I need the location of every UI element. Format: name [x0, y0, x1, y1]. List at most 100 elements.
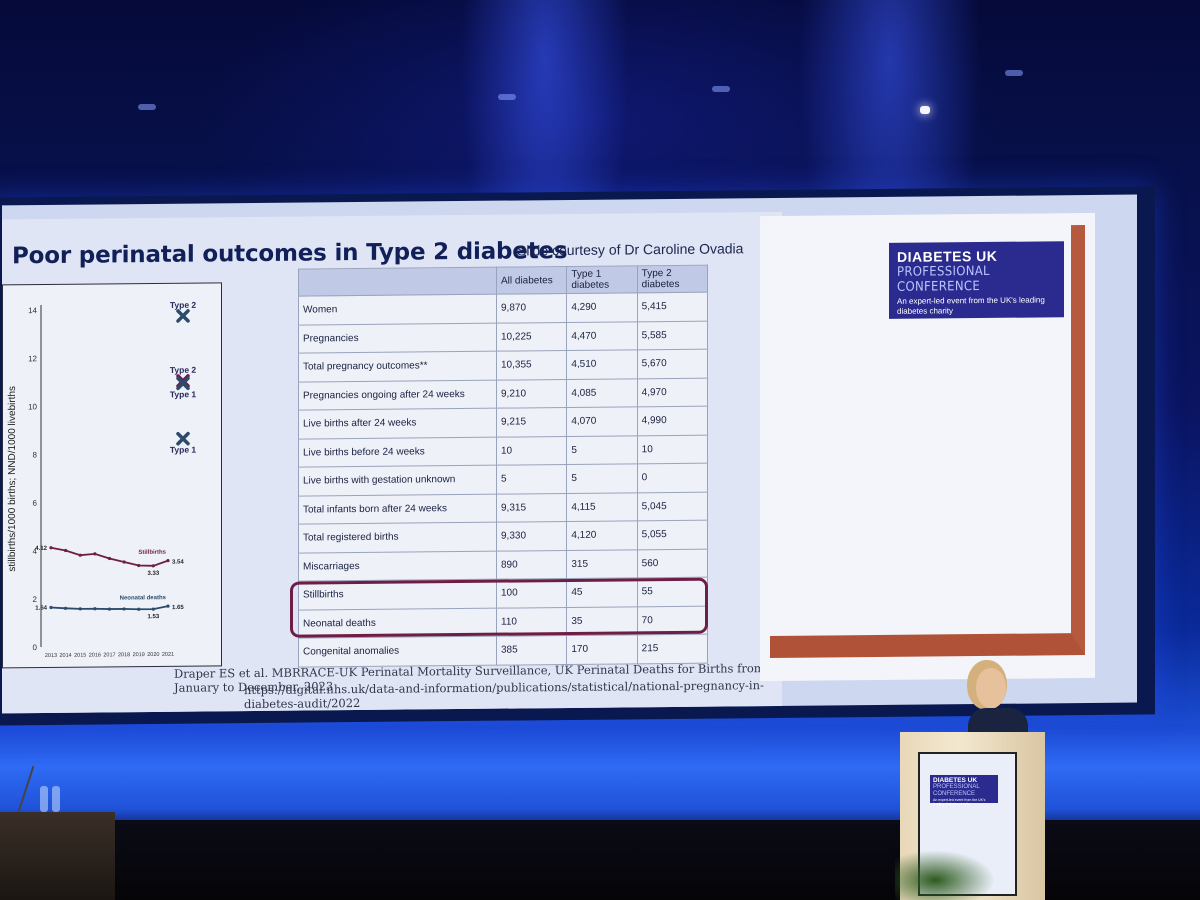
row-label: Live births after 24 weeks — [298, 408, 497, 439]
table-header: Type 2 diabetes — [637, 265, 708, 293]
table-cell: 10 — [637, 434, 708, 464]
y-tick-label: 0 — [33, 643, 38, 652]
table-cell: 9,210 — [496, 379, 567, 409]
table-cell: 4,470 — [566, 321, 638, 351]
series-point — [78, 553, 82, 557]
panel-table — [0, 812, 115, 900]
table-cell: 890 — [496, 550, 567, 580]
x-tick-label: 2016 — [89, 652, 101, 658]
row-label: Miscarriages — [298, 550, 497, 582]
table-row: Women 9,870 4,290 5,415 — [298, 292, 708, 325]
table-cell: 9,215 — [496, 407, 567, 437]
table-row: Live births before 24 weeks 10 5 10 — [298, 434, 708, 468]
table-cell: 5,055 — [637, 520, 708, 550]
ceiling-light — [1005, 70, 1023, 76]
data-label: 1.53 — [148, 614, 160, 620]
table-cell: 4,510 — [566, 349, 638, 380]
ceiling-light — [920, 106, 930, 114]
stage-plants — [895, 850, 995, 900]
data-label: 1.64 — [35, 606, 47, 612]
row-label: Pregnancies ongoing after 24 weeks — [298, 379, 497, 411]
series-point — [64, 548, 68, 553]
row-label: Total infants born after 24 weeks — [298, 493, 497, 525]
y-tick-label: 8 — [33, 451, 38, 460]
logo-brand: DIABETES UK — [897, 247, 998, 265]
data-label: 3.33 — [148, 571, 160, 577]
table-cell: 4,115 — [566, 492, 638, 522]
series-point — [166, 559, 170, 563]
series-point — [93, 552, 97, 556]
marker-label: Type 2 — [170, 365, 197, 375]
table-cell: 9,330 — [496, 521, 567, 551]
table-cell: 9,870 — [496, 293, 567, 323]
slide-content-area: Poor perinatal outcomes in Type 2 diabet… — [2, 211, 782, 714]
slide-courtesy: Slide courtesy of Dr Caroline Ovadia — [517, 240, 744, 259]
data-label: 3.54 — [172, 559, 184, 565]
table-cell: 4,085 — [566, 378, 638, 408]
row-label: Total pregnancy outcomes** — [298, 351, 497, 382]
perinatal-chart: 0 2 4 6 8 10 12 14 stillbirths/1000 births; NND/… — [7, 300, 197, 659]
series-point — [122, 607, 126, 611]
table-cell: 315 — [566, 549, 638, 579]
highlight-outline — [290, 577, 708, 638]
ceiling-light — [498, 94, 516, 100]
table-cell: 5,415 — [637, 292, 708, 322]
row-label: Live births before 24 weeks — [298, 436, 497, 468]
conference-logo: DIABETES UK PROFESSIONAL CONFERENCE An e… — [889, 241, 1064, 319]
water-bottle — [52, 786, 60, 812]
series-point — [166, 604, 170, 608]
table-cell: 5 — [496, 464, 567, 494]
y-tick-label: 4 — [33, 547, 38, 556]
x-tick-label: 2020 — [147, 652, 159, 658]
series-point — [151, 607, 155, 611]
table-cell: 5,670 — [637, 349, 708, 379]
series-point — [137, 607, 141, 611]
table-header: All diabetes — [496, 266, 567, 295]
series-point — [64, 606, 68, 610]
table-cell: 10,355 — [496, 350, 567, 380]
table-row: Miscarriages 890 315 560 — [298, 548, 708, 582]
series-point — [107, 556, 112, 561]
y-tick-label: 6 — [33, 499, 38, 508]
series-point — [49, 605, 53, 610]
table-cell: 4,990 — [637, 406, 708, 436]
table-row: Live births after 24 weeks 9,215 4,070 4,99… — [298, 406, 708, 439]
cross-marker — [176, 309, 190, 323]
x-tick-label: 2018 — [118, 652, 130, 658]
x-tick-label: 2014 — [60, 653, 72, 659]
table-row: Pregnancies 10,225 4,470 5,585 — [298, 320, 708, 354]
series-point — [151, 564, 155, 568]
table-cell: 5,045 — [637, 491, 708, 521]
speaker-head — [976, 668, 1006, 708]
series-point — [107, 607, 112, 611]
data-label: 4.12 — [35, 546, 47, 552]
row-label: Pregnancies — [298, 322, 497, 354]
marker-label: Type 1 — [170, 389, 197, 399]
table-cell: 5 — [566, 463, 638, 494]
table-cell: 4,120 — [566, 520, 638, 551]
logo-subtitle: PROFESSIONAL CONFERENCE — [897, 263, 990, 295]
marker-label: Type 1 — [170, 445, 197, 455]
y-axis-label: stillbirths/1000 births; NND/1000 livebi… — [7, 386, 18, 572]
y-tick-label: 12 — [28, 354, 37, 363]
table-row: Total infants born after 24 weeks 9,315 4,… — [298, 491, 708, 525]
x-tick-label: 2013 — [45, 653, 57, 659]
table-cell: 0 — [637, 463, 708, 493]
series-point — [49, 546, 53, 550]
projection-screen: Poor perinatal outcomes in Type 2 diabet… — [0, 186, 1155, 726]
series-label: Neonatal deaths — [120, 595, 167, 601]
table-cell: 215 — [637, 634, 708, 664]
ceiling-light — [712, 86, 730, 92]
table-cell: 385 — [496, 635, 567, 665]
series-point — [122, 560, 126, 564]
cross-marker — [176, 431, 190, 446]
data-label: 1.65 — [172, 605, 184, 611]
table-cell: 5,585 — [637, 320, 708, 350]
ceiling-light — [138, 104, 156, 110]
table-cell: 4,290 — [566, 292, 638, 323]
logo-tagline: An expert-led event from the UK's leadin… — [897, 295, 1045, 316]
table-row: Live births with gestation unknown 5 5 0 — [298, 463, 708, 496]
slide: Poor perinatal outcomes in Type 2 diabet… — [2, 194, 1137, 714]
table-cell: 10 — [496, 436, 567, 466]
series-point — [137, 563, 141, 568]
